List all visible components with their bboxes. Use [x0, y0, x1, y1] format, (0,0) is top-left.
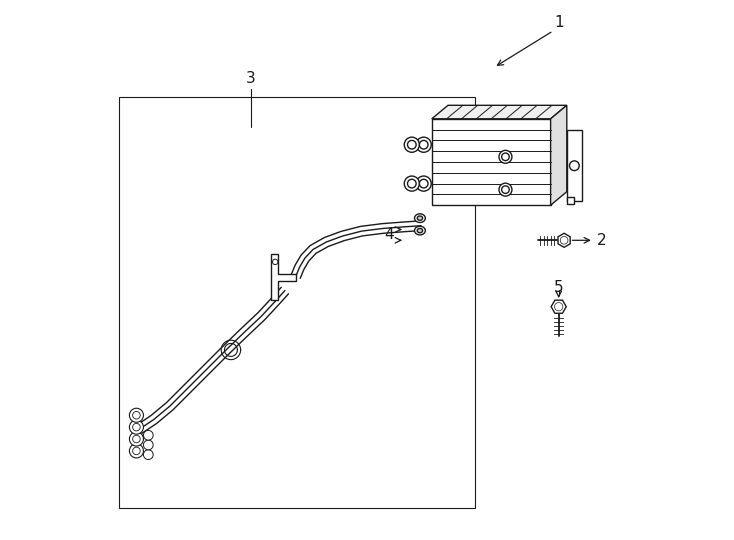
Ellipse shape — [415, 226, 425, 235]
Circle shape — [501, 186, 509, 193]
Circle shape — [143, 430, 153, 440]
Text: 5: 5 — [554, 280, 564, 295]
Polygon shape — [272, 254, 296, 300]
Polygon shape — [432, 119, 550, 205]
Circle shape — [133, 435, 140, 443]
Circle shape — [272, 259, 278, 265]
Circle shape — [143, 450, 153, 460]
Bar — [119, 97, 475, 508]
Circle shape — [129, 420, 143, 434]
Circle shape — [501, 153, 509, 160]
Text: 1: 1 — [554, 15, 564, 30]
Ellipse shape — [417, 216, 423, 220]
Circle shape — [133, 411, 140, 419]
Circle shape — [416, 137, 432, 152]
Ellipse shape — [417, 228, 423, 233]
Text: 3: 3 — [246, 71, 255, 86]
Circle shape — [499, 150, 512, 163]
Ellipse shape — [415, 214, 425, 222]
Circle shape — [133, 447, 140, 455]
Polygon shape — [558, 233, 570, 247]
Circle shape — [129, 432, 143, 446]
Circle shape — [143, 440, 153, 450]
Circle shape — [416, 176, 432, 191]
Circle shape — [560, 237, 568, 244]
Text: 2: 2 — [597, 233, 607, 248]
Polygon shape — [567, 130, 582, 201]
Circle shape — [133, 423, 140, 431]
Circle shape — [407, 140, 416, 149]
Polygon shape — [567, 197, 575, 204]
Circle shape — [499, 183, 512, 196]
Polygon shape — [432, 105, 567, 119]
Polygon shape — [550, 105, 567, 205]
Circle shape — [129, 444, 143, 458]
Circle shape — [404, 176, 419, 191]
Circle shape — [570, 161, 579, 171]
Circle shape — [419, 140, 428, 149]
Circle shape — [407, 179, 416, 188]
Circle shape — [129, 408, 143, 422]
Circle shape — [555, 302, 563, 311]
Circle shape — [419, 179, 428, 188]
Text: 4: 4 — [384, 227, 393, 242]
Polygon shape — [551, 300, 566, 313]
Circle shape — [404, 137, 419, 152]
